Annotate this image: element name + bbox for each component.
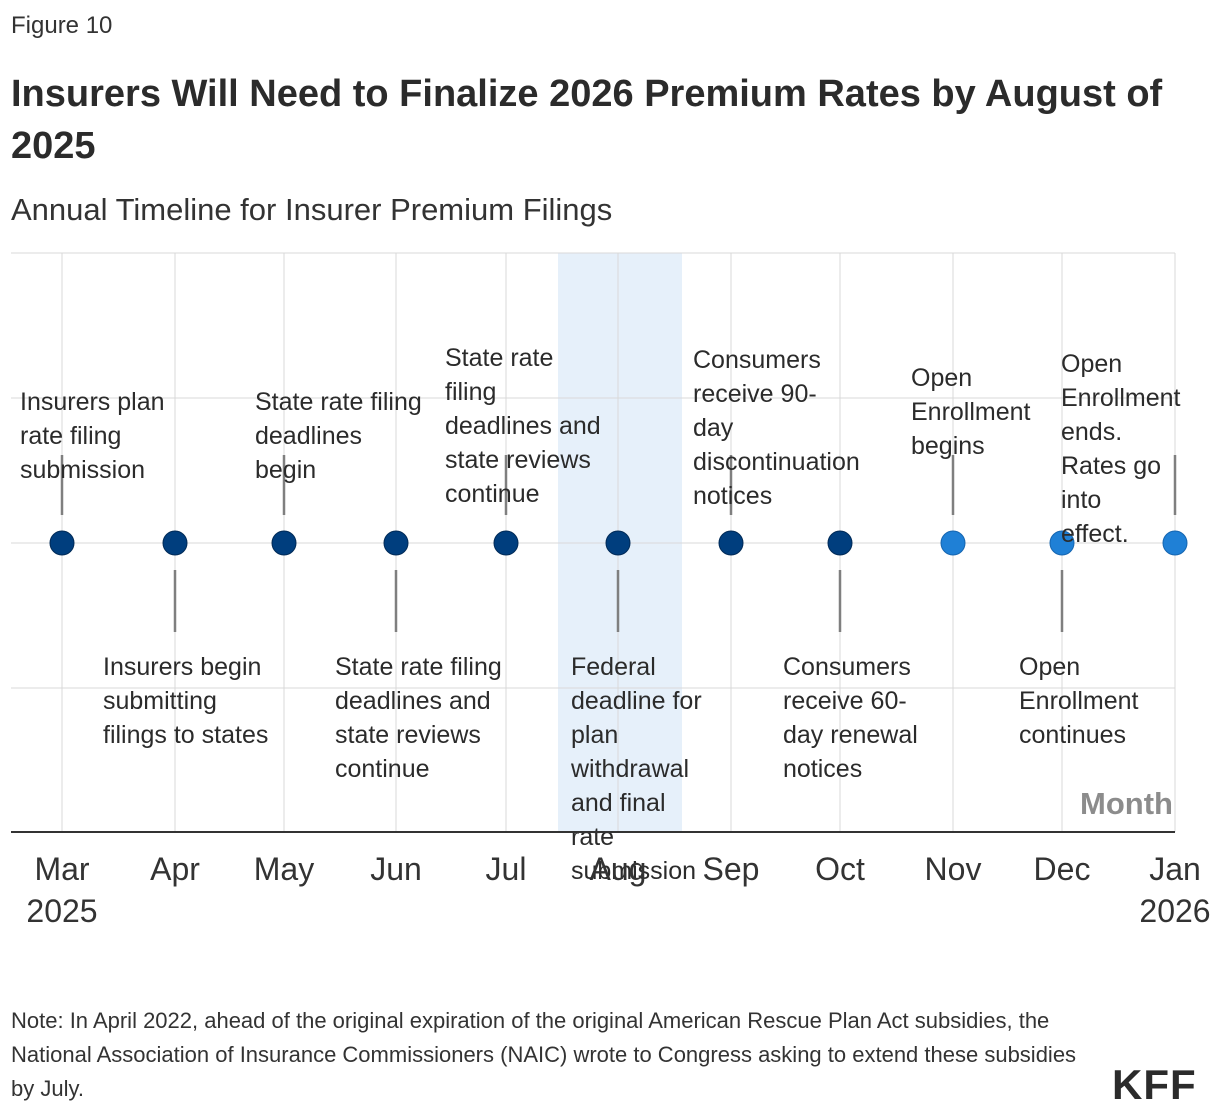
event-label-line: notices: [693, 482, 772, 510]
event-label-line: Insurers begin: [103, 653, 261, 681]
event-label-line: rate: [571, 823, 614, 851]
event-label-line: submitting: [103, 687, 217, 715]
chart-title: Insurers Will Need to Finalize 2026 Prem…: [11, 73, 1163, 167]
event-label-line: filings to states: [103, 721, 268, 749]
event-label: Consumers receive 90- day discontinuation no…: [693, 346, 860, 510]
event-label: State rate filing deadlines begin: [255, 388, 422, 484]
event-label-line: day: [693, 414, 734, 442]
event-label: Federal deadline for plan withdrawal and fin…: [570, 653, 702, 885]
chart-note: Note: In April 2022, ahead of the origin…: [11, 1008, 1077, 1101]
event-label-line: Consumers: [783, 653, 911, 681]
event-label-line: ends.: [1061, 418, 1122, 446]
event-label: Open Enrollment continues: [1019, 653, 1139, 749]
event-label-line: state reviews: [335, 721, 481, 749]
event-label: State rate filing deadlines and state revie…: [445, 344, 601, 508]
x-tick-label: Jun: [370, 851, 422, 887]
x-tick-label: Aug: [590, 851, 647, 887]
event-label-line: submission: [20, 456, 145, 484]
event-label-line: discontinuation: [693, 448, 860, 476]
event-point: [605, 530, 631, 556]
x-tick-label: Sep: [703, 851, 760, 887]
event-label-line: Enrollment: [911, 398, 1031, 426]
x-tick-label: May: [254, 851, 314, 887]
event-label-line: Federal: [571, 653, 656, 681]
event-label-line: begins: [911, 432, 985, 460]
event-label-line: filing: [445, 378, 496, 406]
event-label: State rate filing deadlines and state revi…: [335, 653, 502, 783]
x-tick-label: Apr: [150, 851, 200, 887]
event-point: [1049, 530, 1075, 556]
event-label-line: deadline for: [571, 687, 702, 715]
event-label-line: State rate: [445, 344, 553, 372]
x-tick-label: Dec: [1034, 851, 1091, 887]
event-label: Insurers plan rate filing submission: [20, 388, 165, 484]
figure-label: Figure 10: [11, 12, 113, 39]
event-label-line: and final: [571, 789, 666, 817]
event-point: [718, 530, 744, 556]
event-label: Open Enrollment ends. Rates go into effect.: [1061, 350, 1181, 548]
event-point: [49, 530, 75, 556]
event-label-line: into: [1061, 486, 1101, 514]
event-label-line: Rates go: [1061, 452, 1161, 480]
x-tick-label: Jan: [1149, 851, 1201, 887]
x-tick-label: Mar: [34, 851, 89, 887]
event-label-line: begin: [255, 456, 316, 484]
event-label-line: deadlines and: [335, 687, 491, 715]
event-point: [493, 530, 519, 556]
event-point: [827, 530, 853, 556]
event-label-line: Open: [1019, 653, 1080, 681]
event-label-line: continue: [445, 480, 540, 508]
event-label-line: continue: [335, 755, 430, 783]
event-label-line: withdrawal: [570, 755, 689, 783]
kff-logo: KFF: [1112, 1061, 1197, 1108]
event-label-line: rate filing: [20, 422, 121, 450]
x-tick-label: Oct: [815, 851, 865, 887]
event-label-line: Consumers: [693, 346, 821, 374]
event-label: Insurers begin submitting filings to state…: [103, 653, 268, 749]
event-label-line: Insurers plan: [20, 388, 165, 416]
x-tick-label: Jul: [486, 851, 527, 887]
event-label-line: effect.: [1061, 520, 1129, 548]
event-point: [271, 530, 297, 556]
timeline-chart: Insurers plan rate filing submissionInsure…: [11, 252, 1211, 929]
event-label-line: Open: [1061, 350, 1122, 378]
event-label-line: State rate filing: [255, 388, 422, 416]
event-point: [162, 530, 188, 556]
event-label-line: day renewal: [783, 721, 918, 749]
event-label: Consumers receive 60- day renewal notices: [783, 653, 918, 783]
event-label-line: submission: [571, 857, 696, 885]
event-point: [383, 530, 409, 556]
x-axis-title: Month: [1080, 786, 1173, 821]
event-point: [1162, 530, 1188, 556]
x-tick-label: Nov: [925, 851, 982, 887]
event-label-line: state reviews: [445, 446, 591, 474]
event-label-line: receive 60-: [783, 687, 907, 715]
event-label-line: receive 90-: [693, 380, 817, 408]
event-point: [940, 530, 966, 556]
x-tick-label: 2026: [1139, 893, 1210, 929]
event-label-line: Enrollment: [1061, 384, 1181, 412]
event-label-line: deadlines: [255, 422, 362, 450]
event-label-line: deadlines and: [445, 412, 601, 440]
event-label: Open Enrollment begins: [911, 364, 1031, 460]
event-label-line: continues: [1019, 721, 1126, 749]
event-label-line: plan: [571, 721, 618, 749]
event-label-line: Open: [911, 364, 972, 392]
chart-subtitle: Annual Timeline for Insurer Premium Fili…: [11, 192, 613, 227]
x-tick-label: 2025: [26, 893, 97, 929]
event-label-line: State rate filing: [335, 653, 502, 681]
event-label-line: notices: [783, 755, 862, 783]
event-label-line: Enrollment: [1019, 687, 1139, 715]
